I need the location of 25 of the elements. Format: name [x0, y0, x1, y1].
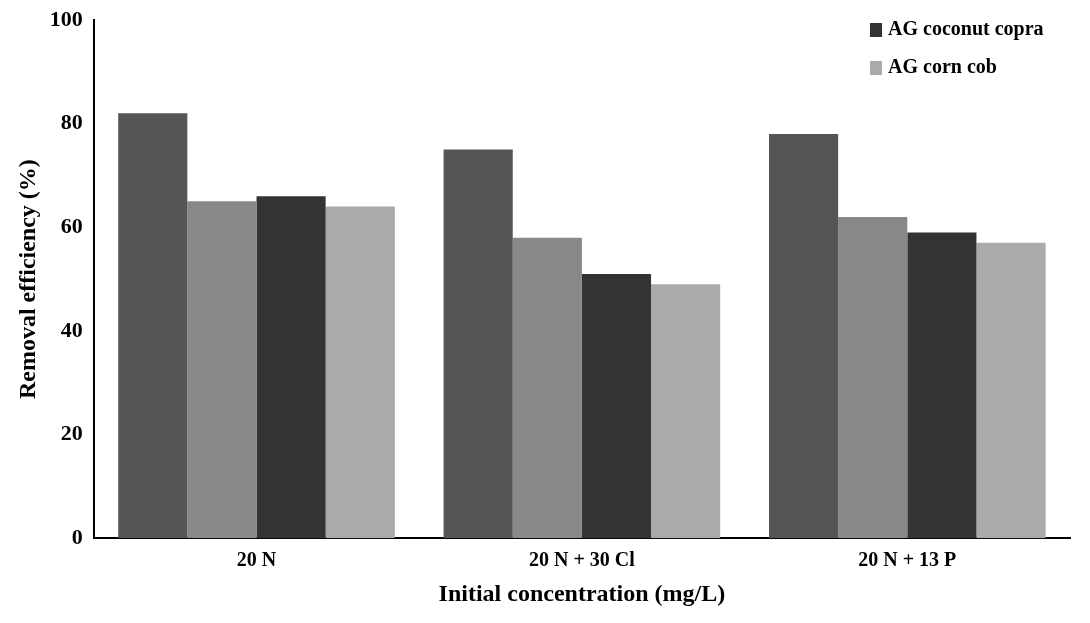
y-tick-label: 80 — [60, 109, 83, 135]
x-tick-label: 20 N + 30 Cl — [528, 548, 636, 571]
x-axis-title: Initial concentration (mg/L) — [438, 579, 726, 606]
y-tick-label: 60 — [60, 212, 83, 238]
bar — [118, 113, 188, 539]
bar — [838, 216, 908, 539]
bar — [769, 134, 839, 539]
y-tick-label: 40 — [60, 316, 83, 342]
bar — [512, 237, 582, 539]
bar — [325, 206, 395, 539]
bar — [976, 242, 1046, 539]
bar — [256, 196, 326, 539]
bar — [907, 232, 977, 539]
bar — [581, 273, 652, 539]
bar — [187, 201, 257, 539]
y-axis-title: Removal efficiency (%) — [13, 159, 40, 400]
legend-label: AG coconut copra — [888, 17, 1044, 41]
x-tick-label: 20 N + 13 P — [858, 548, 957, 571]
bar — [651, 284, 721, 539]
x-tick-label: 20 N — [236, 548, 277, 571]
legend-label: AG corn cob — [888, 55, 997, 78]
bar — [443, 149, 513, 539]
y-tick-label: 100 — [49, 5, 83, 31]
y-tick-label: 20 — [60, 420, 83, 446]
y-tick-label: 0 — [71, 523, 83, 549]
